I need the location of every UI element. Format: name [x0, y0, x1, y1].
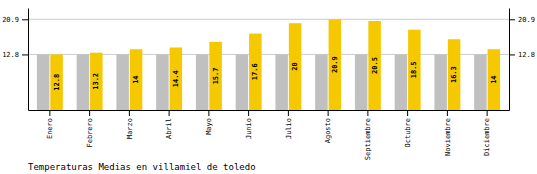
data-label: 15.7	[212, 67, 220, 84]
bar	[249, 34, 262, 110]
data-labels: 12.8 13.2 14 14.4 15.7 17.6 20 20.9 20.5 18.5 16.3…	[53, 56, 498, 90]
bar	[90, 53, 103, 110]
tick-label: Agosto	[324, 118, 332, 143]
tick-mark	[407, 110, 408, 116]
bar	[289, 23, 302, 110]
bar	[170, 47, 183, 110]
data-label: 20.5	[371, 57, 379, 74]
tick-mark	[447, 110, 448, 116]
tick: Febrero	[86, 110, 94, 148]
bar	[474, 54, 487, 110]
bar	[77, 54, 90, 110]
tick-mark	[288, 110, 289, 116]
x-axis-line	[29, 110, 510, 111]
tick-mark	[89, 110, 90, 116]
bar	[329, 19, 342, 110]
tick: Mayo	[205, 110, 213, 135]
tick-label: Noviembre	[444, 118, 452, 156]
tick-mark	[487, 110, 488, 116]
y-left-axis-line	[28, 9, 29, 111]
tick: Marzo	[126, 110, 134, 139]
tick-mark	[129, 110, 130, 116]
plot: 12.8 13.2 14 14.4 15.7 17.6 20 20.9 20.5 18.5 16.3…	[2, 9, 535, 161]
tick-label: Junio	[245, 118, 253, 139]
grid	[28, 19, 509, 54]
chart: 12.8 13.2 14 14.4 15.7 17.6 20 20.9 20.5 18.5 16.3…	[0, 0, 537, 174]
bar	[37, 54, 50, 110]
tick-mark	[509, 54, 515, 55]
bar	[209, 42, 222, 110]
bar	[156, 54, 169, 110]
tick-mark	[367, 110, 368, 116]
tick-label: Mayo	[205, 118, 213, 135]
data-label: 20.9	[331, 56, 339, 73]
bar	[368, 21, 381, 110]
tick-label: 12.8	[2, 51, 19, 59]
tick: 12.8	[509, 51, 535, 59]
bar	[488, 49, 501, 110]
tick: Abril	[165, 110, 173, 139]
bar	[116, 54, 129, 110]
bar	[434, 54, 447, 110]
tick-label: Octubre	[404, 118, 412, 148]
tick-label: 20.9	[518, 16, 535, 24]
tick: Junio	[245, 110, 253, 139]
bar	[395, 54, 408, 110]
tick-label: Abril	[165, 118, 173, 139]
tick-label: Diciembre	[483, 118, 491, 156]
bar	[196, 54, 209, 110]
data-label: 20	[291, 62, 299, 70]
tick: Julio	[285, 110, 293, 139]
tick-label: 12.8	[518, 51, 535, 59]
tick: 20.9	[2, 16, 28, 24]
y-right-axis: 12.8 20.9	[509, 9, 535, 111]
bar	[448, 39, 461, 110]
data-label: 16.3	[450, 66, 458, 83]
bar	[355, 54, 368, 110]
data-label: 18.5	[410, 61, 418, 78]
x-axis: Enero Febrero Marzo Abril Mayo Junio Julio Agos…	[29, 110, 510, 160]
tick: 12.8	[2, 51, 28, 59]
tick-label: Febrero	[86, 118, 94, 148]
tick-label: Septiembre	[364, 118, 372, 160]
data-label: 14	[132, 75, 140, 83]
bar	[275, 54, 288, 110]
tick: Septiembre	[364, 110, 372, 160]
bars	[37, 19, 500, 110]
tick-label: Enero	[46, 118, 54, 139]
title: Temperaturas Medias en villamiel de tole…	[28, 162, 256, 172]
data-label: 14	[490, 75, 498, 83]
tick-label: Julio	[285, 118, 293, 139]
bar	[315, 54, 328, 110]
grid-line	[28, 19, 509, 20]
tick-mark	[248, 110, 249, 116]
tick-label: 20.9	[2, 16, 19, 24]
tick: Agosto	[324, 110, 332, 143]
tick: Octubre	[404, 110, 412, 148]
data-label: 12.8	[53, 74, 61, 91]
tick-mark	[49, 110, 50, 116]
tick: 20.9	[509, 16, 535, 24]
tick: Noviembre	[444, 110, 452, 156]
tick-mark	[328, 110, 329, 116]
bar	[50, 54, 63, 110]
bar	[236, 54, 249, 110]
bar	[130, 49, 143, 110]
y-right-axis-line	[509, 9, 510, 111]
tick-label: Marzo	[126, 118, 134, 139]
tick: Enero	[46, 110, 54, 139]
tick-mark	[169, 110, 170, 116]
tick: Diciembre	[483, 110, 491, 156]
tick-mark	[22, 19, 28, 20]
tick-mark	[208, 110, 209, 116]
tick-mark	[509, 19, 515, 20]
data-label: 17.6	[251, 63, 259, 80]
data-label: 14.4	[172, 70, 180, 87]
tick-mark	[22, 54, 28, 55]
bar	[408, 30, 421, 110]
data-label: 13.2	[92, 73, 100, 90]
y-left-axis: 12.8 20.9	[2, 9, 28, 111]
